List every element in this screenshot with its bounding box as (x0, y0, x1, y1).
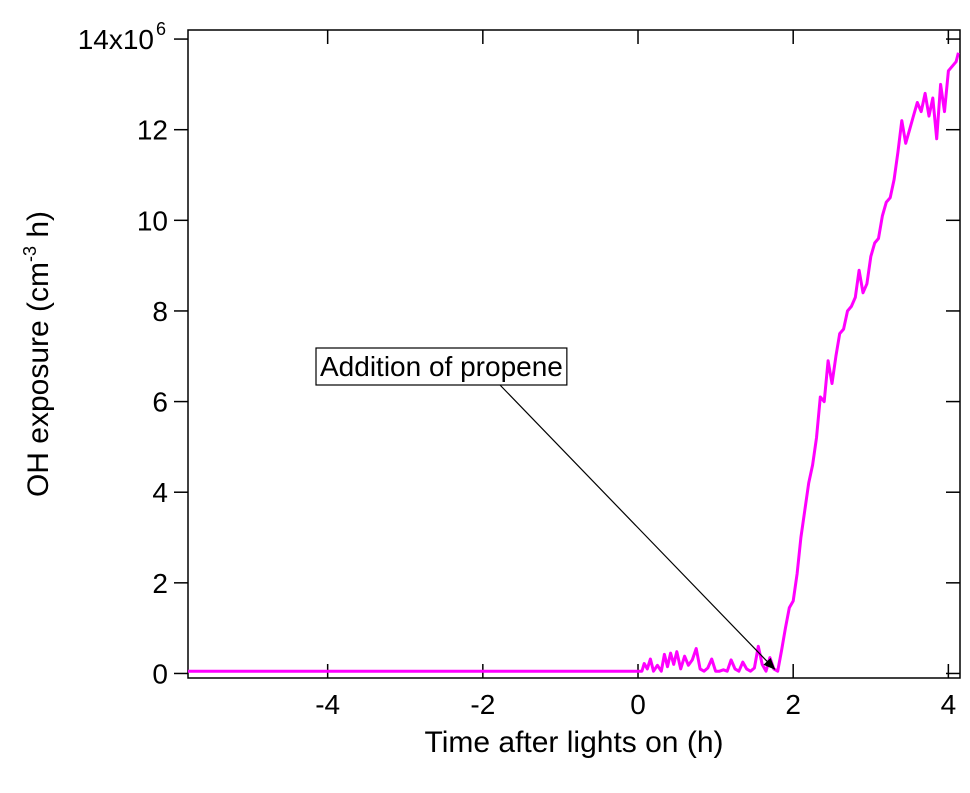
y-tick-label: 8 (152, 296, 168, 327)
x-axis-ticks: -4 -2 0 2 4 (315, 30, 956, 720)
y-tick-label: 6 (152, 387, 168, 418)
series-line-oh-exposure (188, 52, 960, 673)
x-tick-label: 4 (941, 689, 957, 720)
y-axis-title: OH exposure (cm-3 h) (20, 211, 55, 497)
plot-frame (187, 29, 961, 679)
x-tick-label: 2 (785, 689, 801, 720)
x-axis-title: Time after lights on (h) (425, 726, 724, 759)
y-tick-label: 10 (137, 205, 168, 236)
y-tick-label: 2 (152, 568, 168, 599)
y-tick-label: 12 (137, 115, 168, 146)
x-tick-label: -2 (470, 689, 495, 720)
x-tick-label: -4 (315, 689, 340, 720)
y-tick-label: 14x10 (78, 24, 154, 55)
annotation-label: Addition of propene (320, 351, 563, 382)
annotation-arrow (499, 384, 776, 670)
y-axis-multiplier-exponent: 6 (156, 19, 166, 39)
y-axis-title-tail: h) (22, 211, 55, 246)
y-tick-label: 0 (152, 658, 168, 689)
y-axis-title-superscript: -3 (20, 246, 40, 262)
y-tick-label: 4 (152, 477, 168, 508)
x-tick-label: 0 (630, 689, 646, 720)
y-axis-title-main: OH exposure (cm (22, 262, 55, 497)
annotation-box (315, 347, 568, 386)
